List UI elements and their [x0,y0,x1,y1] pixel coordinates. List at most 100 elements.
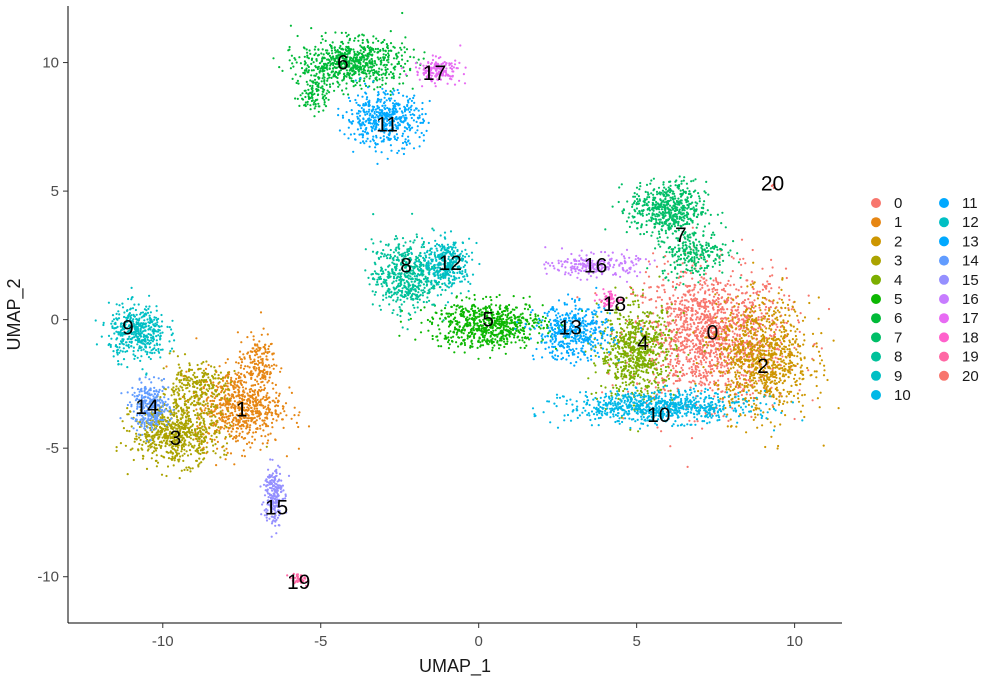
data-point [175,420,179,424]
data-point [802,333,806,336]
data-point [212,444,215,447]
data-point [798,389,801,392]
data-point [707,299,711,303]
data-point [249,417,252,420]
data-point [221,397,224,400]
data-point [820,347,823,350]
data-point [784,267,788,270]
data-point [753,299,756,302]
data-point [174,388,178,391]
data-point [749,283,753,286]
data-point [729,389,732,392]
data-point [690,306,693,310]
data-point [607,363,611,366]
data-point [228,421,231,424]
data-point [142,440,145,443]
data-point [157,430,160,433]
data-point [654,353,658,356]
data-point [192,373,195,377]
data-point [724,372,727,375]
data-point [735,377,738,381]
data-point [219,402,222,405]
data-point [735,393,738,396]
data-point [159,416,162,419]
data-point [184,375,187,378]
data-point [751,392,755,395]
data-point [729,275,733,278]
data-point [677,307,681,310]
data-point [626,352,629,355]
data-point [745,308,749,311]
data-point [792,325,795,328]
data-point [797,321,801,324]
data-point [650,312,653,315]
data-point [742,310,746,313]
data-point [617,338,620,341]
data-point [203,379,206,382]
data-point [730,350,733,353]
data-point [709,340,712,343]
data-point [773,333,777,336]
data-point [212,381,215,384]
data-point [217,374,220,377]
points-layer [94,11,840,587]
data-point [749,340,752,343]
data-point [755,356,758,360]
data-point [763,358,766,361]
data-point [749,307,752,310]
data-point [154,433,157,436]
data-point [624,354,627,357]
data-point [654,300,658,303]
data-point [181,427,184,430]
data-point [681,299,684,302]
data-point [622,340,625,343]
data-point [751,364,754,367]
data-point [183,393,186,396]
data-point [195,417,199,420]
data-point [631,288,635,291]
data-point [239,379,242,382]
data-point [186,386,189,389]
data-point [768,321,771,324]
data-point [703,358,706,362]
data-point [707,336,710,340]
data-point [264,350,267,354]
data-point [729,385,732,388]
data-point [258,340,261,343]
data-point [193,444,196,447]
data-point [703,344,706,347]
data-point [213,366,216,369]
data-point [686,326,689,329]
data-point [734,375,737,378]
data-point [772,313,776,316]
data-point [655,306,658,309]
data-point [680,315,683,319]
data-point [784,345,788,349]
data-point [727,400,731,403]
data-point [241,386,245,389]
data-point [199,412,203,415]
data-point [737,317,740,320]
data-point [783,400,786,403]
data-point [726,371,729,374]
data-point [228,399,231,402]
data-point [183,397,186,400]
data-point [724,406,727,410]
data-point [629,341,633,344]
data-point [705,325,709,328]
data-point [213,397,216,400]
data-point [650,382,653,385]
data-point [740,285,743,288]
data-point [729,393,732,397]
data-point [226,451,229,454]
data-point [587,377,590,380]
data-point [714,338,717,341]
data-point [713,333,716,336]
data-point [155,465,158,468]
data-point [265,445,268,448]
data-point [737,303,741,306]
data-point [268,401,271,404]
data-point [783,380,786,383]
data-point [179,385,182,388]
data-point [691,226,694,229]
